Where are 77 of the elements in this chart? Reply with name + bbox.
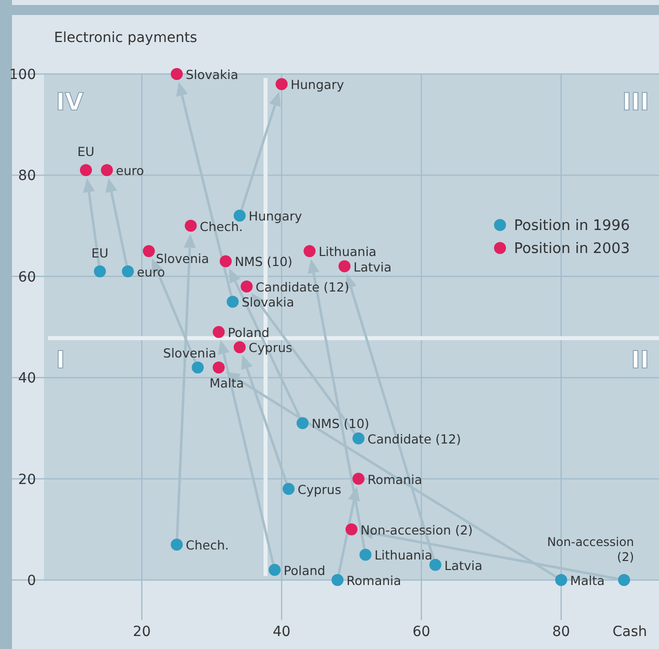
annotation: Non-accession (2) [547, 535, 634, 564]
point [352, 432, 364, 444]
annotation: EU [77, 144, 94, 160]
point [276, 78, 288, 90]
point [220, 255, 232, 268]
annotation: Poland [228, 325, 270, 340]
x-tick-label: 40 [272, 624, 291, 640]
annotation: euro [116, 163, 144, 178]
annotation: Latvia [354, 259, 392, 274]
point [240, 280, 253, 293]
annotation: EU [91, 245, 108, 260]
point [170, 68, 183, 80]
legend-label: Position in 1996 [514, 218, 630, 234]
point [234, 210, 246, 222]
annotation: Slovakia [242, 294, 294, 310]
annotation: NMS (10) [234, 254, 292, 270]
y-tick-label: 60 [18, 269, 36, 286]
annotation: Slovakia [186, 67, 238, 82]
annotation: Cyprus [298, 482, 342, 497]
point [429, 558, 442, 571]
point [142, 245, 155, 258]
point [184, 220, 197, 232]
annotation: Lithuania [374, 548, 432, 563]
y-tick-label: 80 [18, 168, 36, 184]
annotation: Hungary [290, 77, 345, 92]
point [352, 472, 364, 485]
point [212, 326, 225, 338]
y-axis-title: Electronic payments [54, 30, 198, 46]
annotation: Candidate (12) [256, 280, 350, 295]
point [192, 361, 204, 374]
annotation: I [56, 346, 65, 374]
annotation: Malta [570, 573, 605, 588]
point [555, 574, 568, 586]
x-tick-label: 80 [552, 624, 570, 640]
annotation: Romania [367, 472, 422, 487]
x-axis-title: Cash [612, 624, 647, 640]
annotation: Candidate (12) [367, 431, 462, 446]
annotation: Chech. [186, 538, 229, 553]
annotation: Malta [209, 375, 244, 390]
point [296, 417, 309, 430]
annotation: Cyprus [248, 340, 292, 356]
annotation: IV [56, 88, 84, 116]
annotation: Slovenia [163, 345, 216, 360]
annotation: NMS (10) [312, 416, 370, 432]
y-tick-label: 100 [9, 67, 36, 83]
annotation: II [631, 346, 649, 374]
x-tick-label: 20 [132, 624, 151, 640]
y-tick-label: 0 [27, 573, 36, 589]
point [359, 548, 372, 561]
point [122, 265, 134, 278]
point [268, 564, 281, 576]
point [618, 574, 630, 586]
y-tick-label: 40 [18, 370, 36, 387]
point [100, 164, 113, 176]
point [226, 296, 239, 308]
annotation: Romania [346, 573, 402, 588]
annotation: Non-accession (2) [360, 522, 473, 538]
point [80, 164, 92, 176]
point [332, 574, 344, 586]
point [338, 260, 351, 272]
annotation: euro [136, 264, 165, 280]
point [212, 361, 225, 374]
point [170, 538, 183, 551]
point [304, 245, 316, 258]
y-tick-label: 20 [18, 472, 36, 488]
legend-label: Position in 2003 [514, 241, 630, 257]
annotation: Latvia [444, 558, 482, 573]
point [346, 523, 358, 536]
x-tick-label: 60 [412, 624, 430, 640]
annotation: Lithuania [318, 244, 376, 260]
annotation: Poland [284, 562, 326, 578]
annotation: Chech. [200, 218, 243, 234]
point [282, 482, 295, 495]
annotation: Slovenia [156, 251, 210, 266]
annotation: Hungary [248, 208, 303, 224]
point [94, 265, 106, 278]
point [234, 341, 246, 354]
